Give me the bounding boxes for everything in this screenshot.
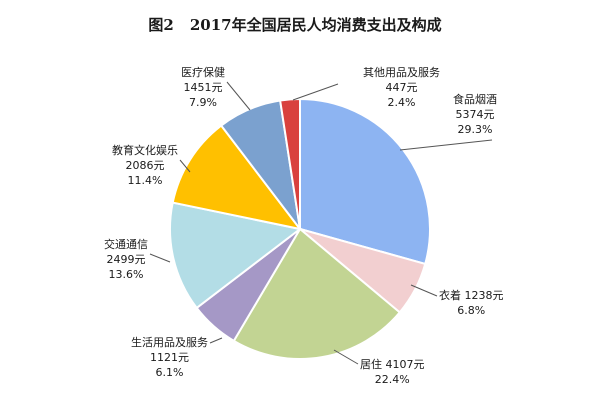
slice-label-value-0: 5374元 bbox=[456, 108, 495, 121]
leader-line-5 bbox=[179, 159, 191, 173]
slice-label-2: 居住 4107元 22.4% bbox=[360, 357, 425, 386]
slice-label-value-3: 1121元 bbox=[150, 351, 189, 364]
pie-slices bbox=[169, 97, 431, 360]
slice-label-4: 交通通信 2499元 13.6% bbox=[104, 237, 148, 281]
slice-label-percent-3: 6.1% bbox=[156, 366, 184, 379]
pie-slice-7 bbox=[279, 97, 301, 230]
slice-label-name-0: 食品烟酒 bbox=[453, 92, 497, 106]
leader-line-6 bbox=[226, 81, 251, 111]
slice-label-value-5: 2086元 bbox=[126, 159, 165, 172]
slice-label-name-6: 医疗保健 bbox=[181, 65, 225, 79]
chart-title-text: 2017年全国居民人均消费支出及构成 bbox=[189, 16, 442, 34]
slice-label-percent-6: 7.9% bbox=[189, 96, 217, 109]
slice-label-value-7: 447元 bbox=[386, 81, 418, 94]
slice-label-1: 衣着 1238元 6.8% bbox=[439, 288, 504, 317]
leader-line-7 bbox=[292, 83, 339, 101]
slice-label-name-3: 生活用品及服务 bbox=[131, 335, 208, 349]
slice-label-3: 生活用品及服务 1121元 6.1% bbox=[131, 335, 208, 379]
slice-label-percent-5: 11.4% bbox=[128, 174, 163, 187]
slice-label-percent-0: 29.3% bbox=[458, 123, 493, 136]
chart-title: 图2 2017年全国居民人均消费支出及构成 bbox=[0, 14, 590, 35]
pie-slice-2 bbox=[232, 227, 402, 360]
leader-line-4 bbox=[149, 253, 171, 263]
slice-label-percent-7: 2.4% bbox=[388, 96, 416, 109]
slice-label-name-value-2: 居住 4107元 bbox=[360, 357, 425, 371]
slice-label-percent-1: 6.8% bbox=[457, 304, 485, 317]
slice-label-percent-4: 13.6% bbox=[109, 268, 144, 281]
leader-line-0 bbox=[399, 139, 493, 151]
slice-label-7: 其他用品及服务 447元 2.4% bbox=[363, 66, 440, 109]
slice-label-name-5: 教育文化娱乐 bbox=[112, 143, 178, 157]
pie-slice-0 bbox=[299, 97, 431, 266]
slice-label-name-value-1: 衣着 1238元 bbox=[439, 288, 504, 302]
slice-label-value-4: 2499元 bbox=[107, 253, 146, 266]
slice-label-value-6: 1451元 bbox=[184, 81, 223, 94]
slice-label-name-4: 交通通信 bbox=[104, 237, 148, 251]
chart-title-number: 图2 bbox=[148, 16, 174, 34]
slice-label-percent-2: 22.4% bbox=[375, 373, 410, 386]
leader-line-3 bbox=[209, 337, 223, 344]
pie-slice-5 bbox=[171, 124, 303, 231]
slice-label-name-7: 其他用品及服务 bbox=[363, 66, 440, 79]
leader-line-1 bbox=[410, 284, 438, 297]
slice-label-0: 食品烟酒 5374元 29.3% bbox=[453, 92, 497, 136]
leader-line-2 bbox=[333, 349, 359, 365]
slice-label-5: 教育文化娱乐 2086元 11.4% bbox=[112, 143, 178, 187]
slice-label-6: 医疗保健 1451元 7.9% bbox=[181, 65, 225, 109]
pie-slice-4 bbox=[169, 201, 303, 310]
